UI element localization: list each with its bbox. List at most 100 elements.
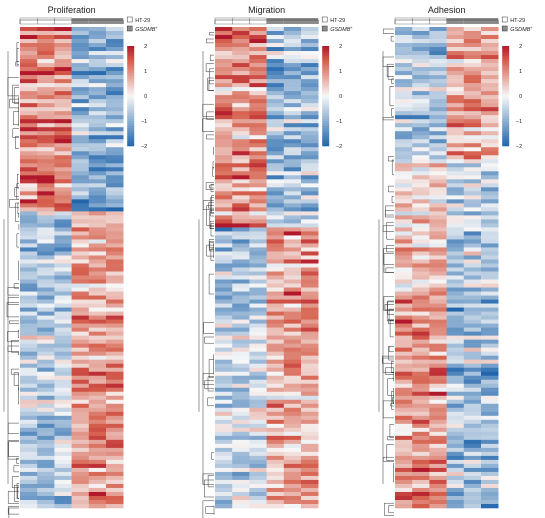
dendrogram-branch bbox=[208, 241, 214, 248]
heatmap-cell bbox=[481, 199, 499, 204]
heatmap-cell bbox=[54, 483, 72, 489]
colorbar-step bbox=[127, 96, 135, 99]
heatmap-cell bbox=[37, 307, 55, 312]
heatmap-cell bbox=[412, 199, 430, 204]
heatmap-cell bbox=[283, 243, 302, 248]
heatmap-cell bbox=[429, 423, 447, 429]
heatmap-cell bbox=[215, 399, 233, 405]
heatmap-cell bbox=[283, 43, 302, 48]
heatmap-cell bbox=[249, 363, 267, 369]
heatmap-cell bbox=[232, 123, 250, 128]
dendrogram-branch bbox=[391, 196, 394, 203]
heatmap-cell bbox=[249, 503, 267, 509]
heatmap-cell bbox=[481, 235, 499, 240]
heatmap-cell bbox=[301, 219, 319, 224]
heatmap-cell bbox=[106, 367, 124, 373]
heatmap-cell bbox=[446, 435, 465, 441]
heatmap-cell bbox=[249, 47, 267, 52]
heatmap-cell bbox=[301, 63, 319, 68]
dendrogram-branch bbox=[18, 213, 19, 218]
heatmap-cell bbox=[232, 175, 250, 180]
heatmap-cell bbox=[463, 127, 482, 132]
colorbar-step bbox=[127, 51, 135, 54]
heatmap-cell bbox=[481, 367, 499, 373]
heatmap-cell bbox=[37, 219, 55, 224]
heatmap-cell bbox=[283, 303, 302, 308]
heatmap-cell bbox=[412, 319, 430, 324]
heatmap-cell bbox=[481, 327, 499, 332]
heatmap-cell bbox=[215, 119, 233, 124]
heatmap-cell bbox=[20, 227, 38, 232]
heatmap-cell bbox=[215, 387, 233, 393]
heatmap-cell bbox=[283, 183, 302, 188]
heatmap-cell bbox=[481, 51, 499, 56]
heatmap-cell bbox=[446, 331, 465, 336]
heatmap-cell bbox=[301, 87, 319, 92]
heatmap-cell bbox=[481, 387, 499, 393]
heatmap-cell bbox=[283, 51, 302, 56]
heatmap-cell bbox=[266, 455, 285, 461]
colorbar-step bbox=[502, 106, 510, 109]
colorbar-step bbox=[322, 81, 330, 84]
heatmap-cell bbox=[446, 75, 465, 80]
heatmap-cell bbox=[283, 267, 302, 272]
colorbar-step bbox=[127, 136, 135, 139]
heatmap-cell bbox=[429, 135, 447, 140]
colorbar-tick-label: 2 bbox=[339, 44, 342, 50]
heatmap-cell bbox=[266, 39, 285, 44]
heatmap-cell bbox=[412, 71, 430, 76]
heatmap-cell bbox=[412, 467, 430, 473]
heatmap-cell bbox=[88, 87, 107, 92]
heatmap-cell bbox=[20, 299, 38, 304]
heatmap-cell bbox=[88, 99, 107, 104]
heatmap-cell bbox=[215, 487, 233, 493]
heatmap-cell bbox=[463, 151, 482, 156]
heatmap-cell bbox=[429, 159, 447, 164]
heatmap-cell bbox=[88, 367, 107, 373]
heatmap-cell bbox=[395, 475, 413, 481]
heatmap-cell bbox=[301, 483, 319, 489]
heatmap-cell bbox=[88, 227, 107, 232]
heatmap-cell bbox=[215, 223, 233, 228]
heatmap-cell bbox=[481, 231, 499, 236]
heatmap-cell bbox=[283, 159, 302, 164]
heatmap-cell bbox=[481, 175, 499, 180]
dendrogram-branch bbox=[386, 301, 394, 322]
colorbar-tick-label: −2 bbox=[141, 144, 147, 150]
heatmap-cell bbox=[429, 239, 447, 244]
legend-label: HT-29 bbox=[135, 18, 150, 24]
heatmap-cell bbox=[481, 187, 499, 192]
heatmap-cell bbox=[395, 363, 413, 369]
heatmap-cell bbox=[249, 155, 267, 160]
heatmap-cell bbox=[20, 379, 38, 385]
heatmap-cell bbox=[20, 235, 38, 240]
heatmap-cell bbox=[429, 331, 447, 336]
heatmap-cell bbox=[429, 259, 447, 264]
heatmap-cell bbox=[20, 63, 38, 68]
heatmap-cell bbox=[481, 451, 499, 457]
heatmap-cell bbox=[232, 179, 250, 184]
heatmap-cell bbox=[20, 191, 38, 196]
heatmap-cell bbox=[106, 207, 124, 212]
heatmap-cell bbox=[446, 111, 465, 116]
heatmap-cell bbox=[412, 67, 430, 72]
heatmap-cell bbox=[249, 87, 267, 92]
heatmap-cell bbox=[463, 439, 482, 445]
colorbar-step bbox=[502, 143, 510, 147]
heatmap-cell bbox=[249, 239, 267, 244]
heatmap-cell bbox=[412, 95, 430, 100]
heatmap-cell bbox=[249, 355, 267, 360]
heatmap-cell bbox=[215, 395, 233, 401]
heatmap-cell bbox=[37, 323, 55, 328]
heatmap-cell bbox=[106, 119, 124, 124]
heatmap-cell bbox=[232, 487, 250, 493]
heatmap-cell bbox=[301, 275, 319, 280]
heatmap-cell bbox=[215, 131, 233, 136]
heatmap-cell bbox=[106, 47, 124, 52]
heatmap-cell bbox=[106, 63, 124, 68]
heatmap-cell bbox=[232, 431, 250, 437]
heatmap-cell bbox=[283, 235, 302, 240]
heatmap-cell bbox=[20, 363, 38, 369]
heatmap-cell bbox=[301, 303, 319, 308]
colorbar-step bbox=[502, 51, 510, 54]
